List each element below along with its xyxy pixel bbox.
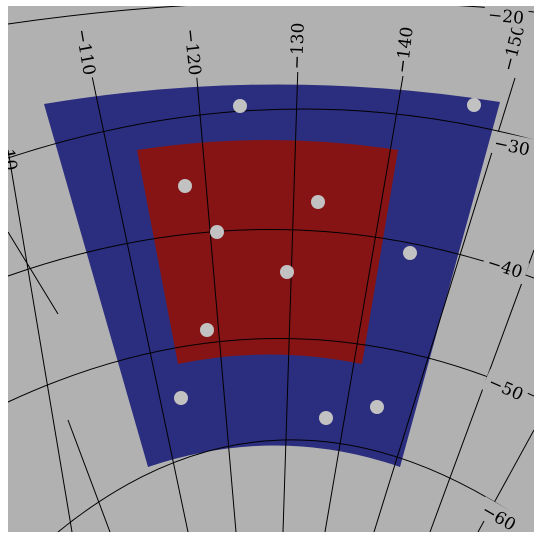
inner-footprint-region (137, 140, 398, 364)
dec-grid-line (57, 439, 521, 533)
point-marker (370, 400, 384, 414)
point-marker (403, 246, 417, 260)
ra-label-120: −120 (180, 28, 205, 77)
ra-grid-line (67, 419, 111, 533)
point-marker (178, 179, 192, 193)
ra-label-130: −130 (287, 22, 309, 69)
dec-grid-line (7, 338, 534, 403)
ra-grid-line (429, 249, 534, 533)
ra-grid-line (282, 63, 299, 533)
top-margin (0, 0, 534, 6)
point-marker (233, 99, 247, 113)
ra-grid-lines (7, 63, 534, 533)
point-marker (210, 225, 224, 239)
left-margin (0, 0, 8, 532)
point-marker (200, 323, 214, 337)
ra-grid-line (324, 69, 405, 533)
point-marker (319, 411, 333, 425)
point-marker (311, 195, 325, 209)
ra-labels: −110 −120 −130 −140 −150 (70, 19, 530, 80)
ra-grid-line (373, 77, 516, 533)
dec-label-20: −20 (487, 5, 525, 29)
point-marker (174, 391, 188, 405)
ra-grid-line (7, 231, 59, 315)
point-markers (174, 98, 481, 425)
dec-grid-line (7, 229, 534, 279)
ra-grid-line (7, 149, 73, 533)
point-marker (467, 98, 481, 112)
point-marker (280, 265, 294, 279)
ra-grid-line (91, 75, 189, 533)
ra-grid-line (195, 67, 237, 533)
dec-grid-line (7, 108, 534, 159)
